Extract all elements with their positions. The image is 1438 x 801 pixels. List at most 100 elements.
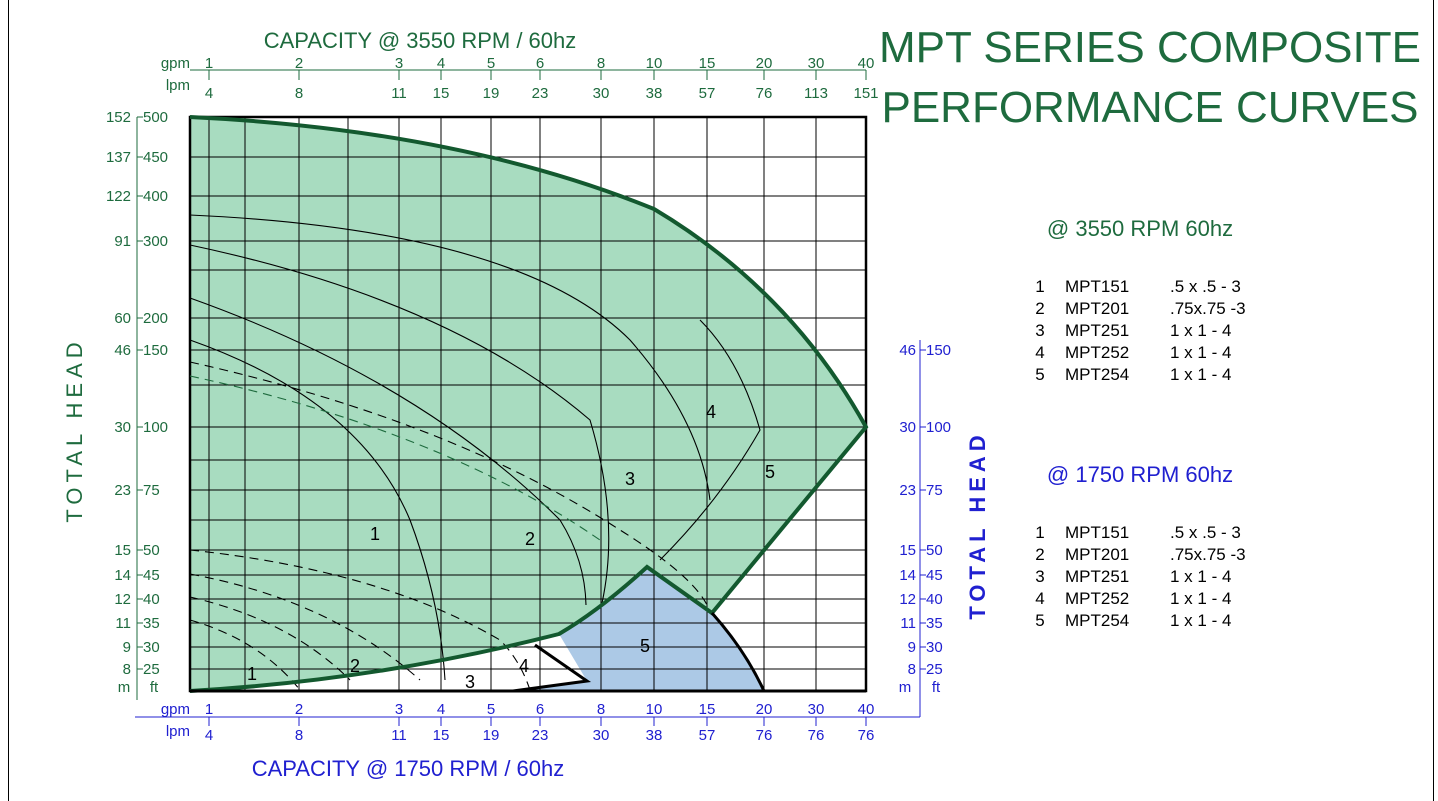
legend-1750-model: MPT251: [1065, 567, 1129, 586]
impeller-curve-1750: [189, 596, 351, 681]
impeller-curve-1750: [189, 549, 531, 691]
left-tick-ft: 400: [143, 188, 168, 205]
impeller-curve-1750: [189, 375, 601, 541]
legend-3550-size: 1 x 1 - 4: [1170, 343, 1231, 362]
left-tick-m: 14: [114, 567, 131, 584]
left-tick-ft: 50: [143, 542, 160, 559]
legend-3550-num: 5: [1035, 365, 1044, 384]
top-tick-gpm: 5: [487, 55, 495, 72]
left-axis-title: TOTAL HEAD: [62, 337, 87, 522]
top-tick-gpm: 20: [756, 55, 773, 72]
bottom-tick-gpm: 8: [597, 701, 605, 718]
legend-3550-size: .5 x .5 - 3: [1170, 277, 1241, 296]
top-tick-lpm: 11: [391, 85, 407, 102]
legend-3550-model: MPT252: [1065, 343, 1129, 362]
bottom-axis-title: CAPACITY @ 1750 RPM / 60hz: [252, 756, 565, 781]
right-tick-ft: 35: [926, 615, 943, 632]
right-tick-ft: 25: [926, 661, 943, 678]
impeller-curve-3550: [189, 297, 587, 606]
chart-title-line2: PERFORMANCE CURVES: [881, 83, 1418, 132]
bottom-tick-gpm: 40: [858, 701, 875, 718]
legend-3550-num: 2: [1035, 299, 1044, 318]
legend-1750-size: .75x.75 -3: [1170, 545, 1246, 564]
bottom-tick-lpm: 23: [532, 727, 549, 744]
legend-3550-model: MPT201: [1065, 299, 1129, 318]
legend-1750-num: 2: [1035, 545, 1044, 564]
bottom-axis-unit-lpm: lpm: [166, 723, 190, 740]
zone-label-1750: 1: [247, 664, 257, 684]
legend-1750-size: 1 x 1 - 4: [1170, 611, 1231, 630]
right-tick-ft: 50: [926, 542, 943, 559]
bottom-axis-unit-gpm: gpm: [161, 701, 190, 718]
legend-3550-num: 1: [1035, 277, 1044, 296]
legend-1750-size: .5 x .5 - 3: [1170, 523, 1241, 542]
impeller-curve-1750: [189, 361, 711, 613]
left-tick-m: 15: [114, 542, 131, 559]
right-tick-ft: 150: [926, 342, 951, 359]
zone-label-3550: 3: [625, 469, 635, 489]
top-tick-gpm: 8: [597, 55, 605, 72]
left-tick-ft: 40: [143, 591, 160, 608]
left-tick-ft: 500: [143, 109, 168, 126]
left-tick-m: 152: [106, 109, 131, 126]
left-tick-m: 11: [115, 615, 131, 632]
top-tick-lpm: 4: [205, 85, 213, 102]
bottom-tick-gpm: 15: [699, 701, 716, 718]
legend-3550-model: MPT254: [1065, 365, 1129, 384]
top-tick-gpm: 10: [646, 55, 663, 72]
right-axis-title: TOTAL HEAD: [965, 430, 990, 619]
bottom-tick-gpm: 30: [808, 701, 825, 718]
bottom-tick-lpm: 30: [593, 727, 610, 744]
legend-3550-num: 4: [1035, 343, 1044, 362]
left-tick-ft: 25: [143, 661, 160, 678]
left-tick-ft: 200: [143, 310, 168, 327]
bottom-tick-lpm: 8: [295, 727, 303, 744]
right-tick-ft: 100: [926, 419, 951, 436]
legend-1750-num: 4: [1035, 589, 1044, 608]
bottom-tick-lpm: 76: [858, 727, 875, 744]
bottom-tick-gpm: 5: [487, 701, 495, 718]
legend-1750-title: @ 1750 RPM 60hz: [1047, 462, 1233, 487]
left-tick-ft: 100: [143, 419, 168, 436]
right-unit-ft: ft: [932, 679, 941, 696]
bottom-tick-lpm: 76: [756, 727, 773, 744]
legend-1750-size: 1 x 1 - 4: [1170, 589, 1231, 608]
impeller-curve-3550: [659, 319, 761, 561]
zone-label-1750: 5: [640, 636, 650, 656]
right-tick-m: 46: [899, 342, 916, 359]
left-tick-m: 8: [123, 661, 131, 678]
left-tick-ft: 45: [143, 567, 160, 584]
left-tick-m: 122: [106, 188, 131, 205]
top-tick-gpm: 4: [437, 55, 445, 72]
legend-1750-model: MPT254: [1065, 611, 1129, 630]
bottom-tick-gpm: 6: [536, 701, 544, 718]
impeller-curve-3550: [189, 214, 711, 501]
top-tick-lpm: 8: [295, 85, 303, 102]
top-tick-lpm: 113: [804, 85, 828, 102]
left-tick-ft: 150: [143, 342, 168, 359]
left-tick-ft: 30: [143, 639, 160, 656]
legend-1750-num: 3: [1035, 567, 1044, 586]
zone-label-3550: 2: [525, 529, 535, 549]
impeller-curve-1750: [189, 619, 301, 691]
page-frame: [8, 0, 1434, 801]
top-tick-lpm: 38: [646, 85, 663, 102]
top-tick-gpm: 6: [536, 55, 544, 72]
legend-3550-size: .75x.75 -3: [1170, 299, 1246, 318]
bottom-tick-lpm: 11: [391, 727, 407, 744]
top-axis-unit-gpm: gpm: [161, 55, 190, 72]
top-tick-lpm: 23: [532, 85, 549, 102]
right-tick-ft: 45: [926, 567, 943, 584]
bottom-tick-lpm: 76: [808, 727, 825, 744]
legend-1750-model: MPT201: [1065, 545, 1129, 564]
legend-3550-size: 1 x 1 - 4: [1170, 321, 1231, 340]
top-tick-lpm: 19: [483, 85, 500, 102]
bottom-tick-lpm: 38: [646, 727, 663, 744]
top-tick-gpm: 2: [295, 55, 303, 72]
right-tick-m: 23: [899, 482, 916, 499]
impeller-curve-3550: [189, 339, 446, 681]
bottom-tick-gpm: 4: [437, 701, 445, 718]
zone-label-1750: 2: [350, 656, 360, 676]
envelope-3550-fill: [190, 117, 866, 691]
envelope-1750-outline: [710, 612, 766, 692]
